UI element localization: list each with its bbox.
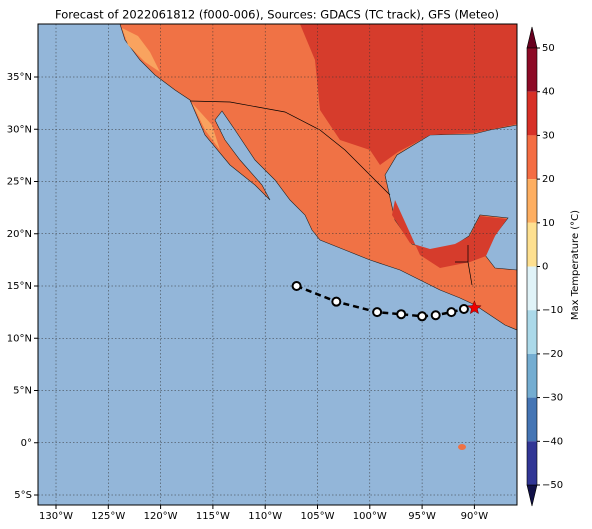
colorbar-tick-label: −50 — [542, 480, 563, 491]
colorbar-segment — [527, 48, 537, 92]
current-position — [467, 300, 482, 315]
lon-tick-label: 110°W — [248, 511, 282, 522]
map-title: Forecast of 2022061812 (f000-006), Sourc… — [55, 8, 499, 22]
colorbar-segment — [527, 353, 537, 398]
colorbar-segment — [527, 310, 537, 354]
land — [119, 24, 517, 450]
lat-tick-label: 25°N — [7, 177, 32, 188]
lat-tick-label: 15°N — [7, 281, 32, 292]
lon-tick-label: 105°W — [301, 511, 335, 522]
colorbar-tick-label: 40 — [542, 87, 555, 98]
colorbar-tick-label: −10 — [542, 305, 563, 316]
colorbar-tick-label: −30 — [542, 393, 563, 404]
track-point — [291, 281, 302, 291]
lat-tick-label: 0° — [21, 438, 32, 449]
track-point — [446, 307, 457, 318]
lon-tick-label: 115°W — [196, 511, 230, 522]
lat-tick-label: 10°N — [7, 333, 32, 344]
colorbar-tick-label: 50 — [542, 43, 555, 54]
colorbar-segment — [527, 135, 537, 180]
lat-tick-label: 20°N — [7, 229, 32, 240]
colorbar-tick-label: 0 — [542, 262, 548, 273]
colorbar-tick-label: 30 — [542, 130, 555, 141]
lon-tick-label: 100°W — [353, 511, 387, 522]
track-point — [372, 307, 383, 318]
lon-tick-label: 130°W — [39, 511, 73, 522]
lon-tick-label: 120°W — [144, 511, 178, 522]
colorbar-arrow-bottom — [526, 484, 538, 507]
colorbar-segment — [527, 179, 537, 223]
lat-tick-label: 5°S — [14, 490, 32, 501]
colorbar-segment — [527, 91, 537, 136]
lon-tick-label: 125°W — [91, 511, 125, 522]
track-point — [417, 311, 428, 322]
colorbar-segment — [527, 441, 537, 485]
colorbar-tick-label: −20 — [542, 349, 563, 360]
colorbar-segment — [527, 222, 537, 267]
track-point — [331, 296, 342, 307]
colorbar-tick-label: 20 — [542, 174, 555, 185]
lat-tick-label: 5°N — [13, 386, 32, 397]
lon-tick-label: 90°W — [461, 511, 489, 522]
lat-tick-label: 30°N — [7, 124, 32, 135]
track-point — [430, 310, 441, 321]
colorbar-segment — [527, 266, 537, 311]
colorbar-tick-label: 10 — [542, 218, 555, 229]
colorbar-segment — [527, 397, 537, 442]
track-point — [396, 309, 407, 320]
track-point — [458, 303, 469, 314]
colorbar-arrow-top — [526, 26, 538, 49]
colorbar-label: Max Temperature (°C) — [570, 210, 581, 320]
colorbar-tick-label: −40 — [542, 436, 563, 447]
map-frame — [37, 23, 518, 506]
lon-tick-label: 95°W — [408, 511, 436, 522]
lat-tick-label: 35°N — [7, 72, 32, 83]
